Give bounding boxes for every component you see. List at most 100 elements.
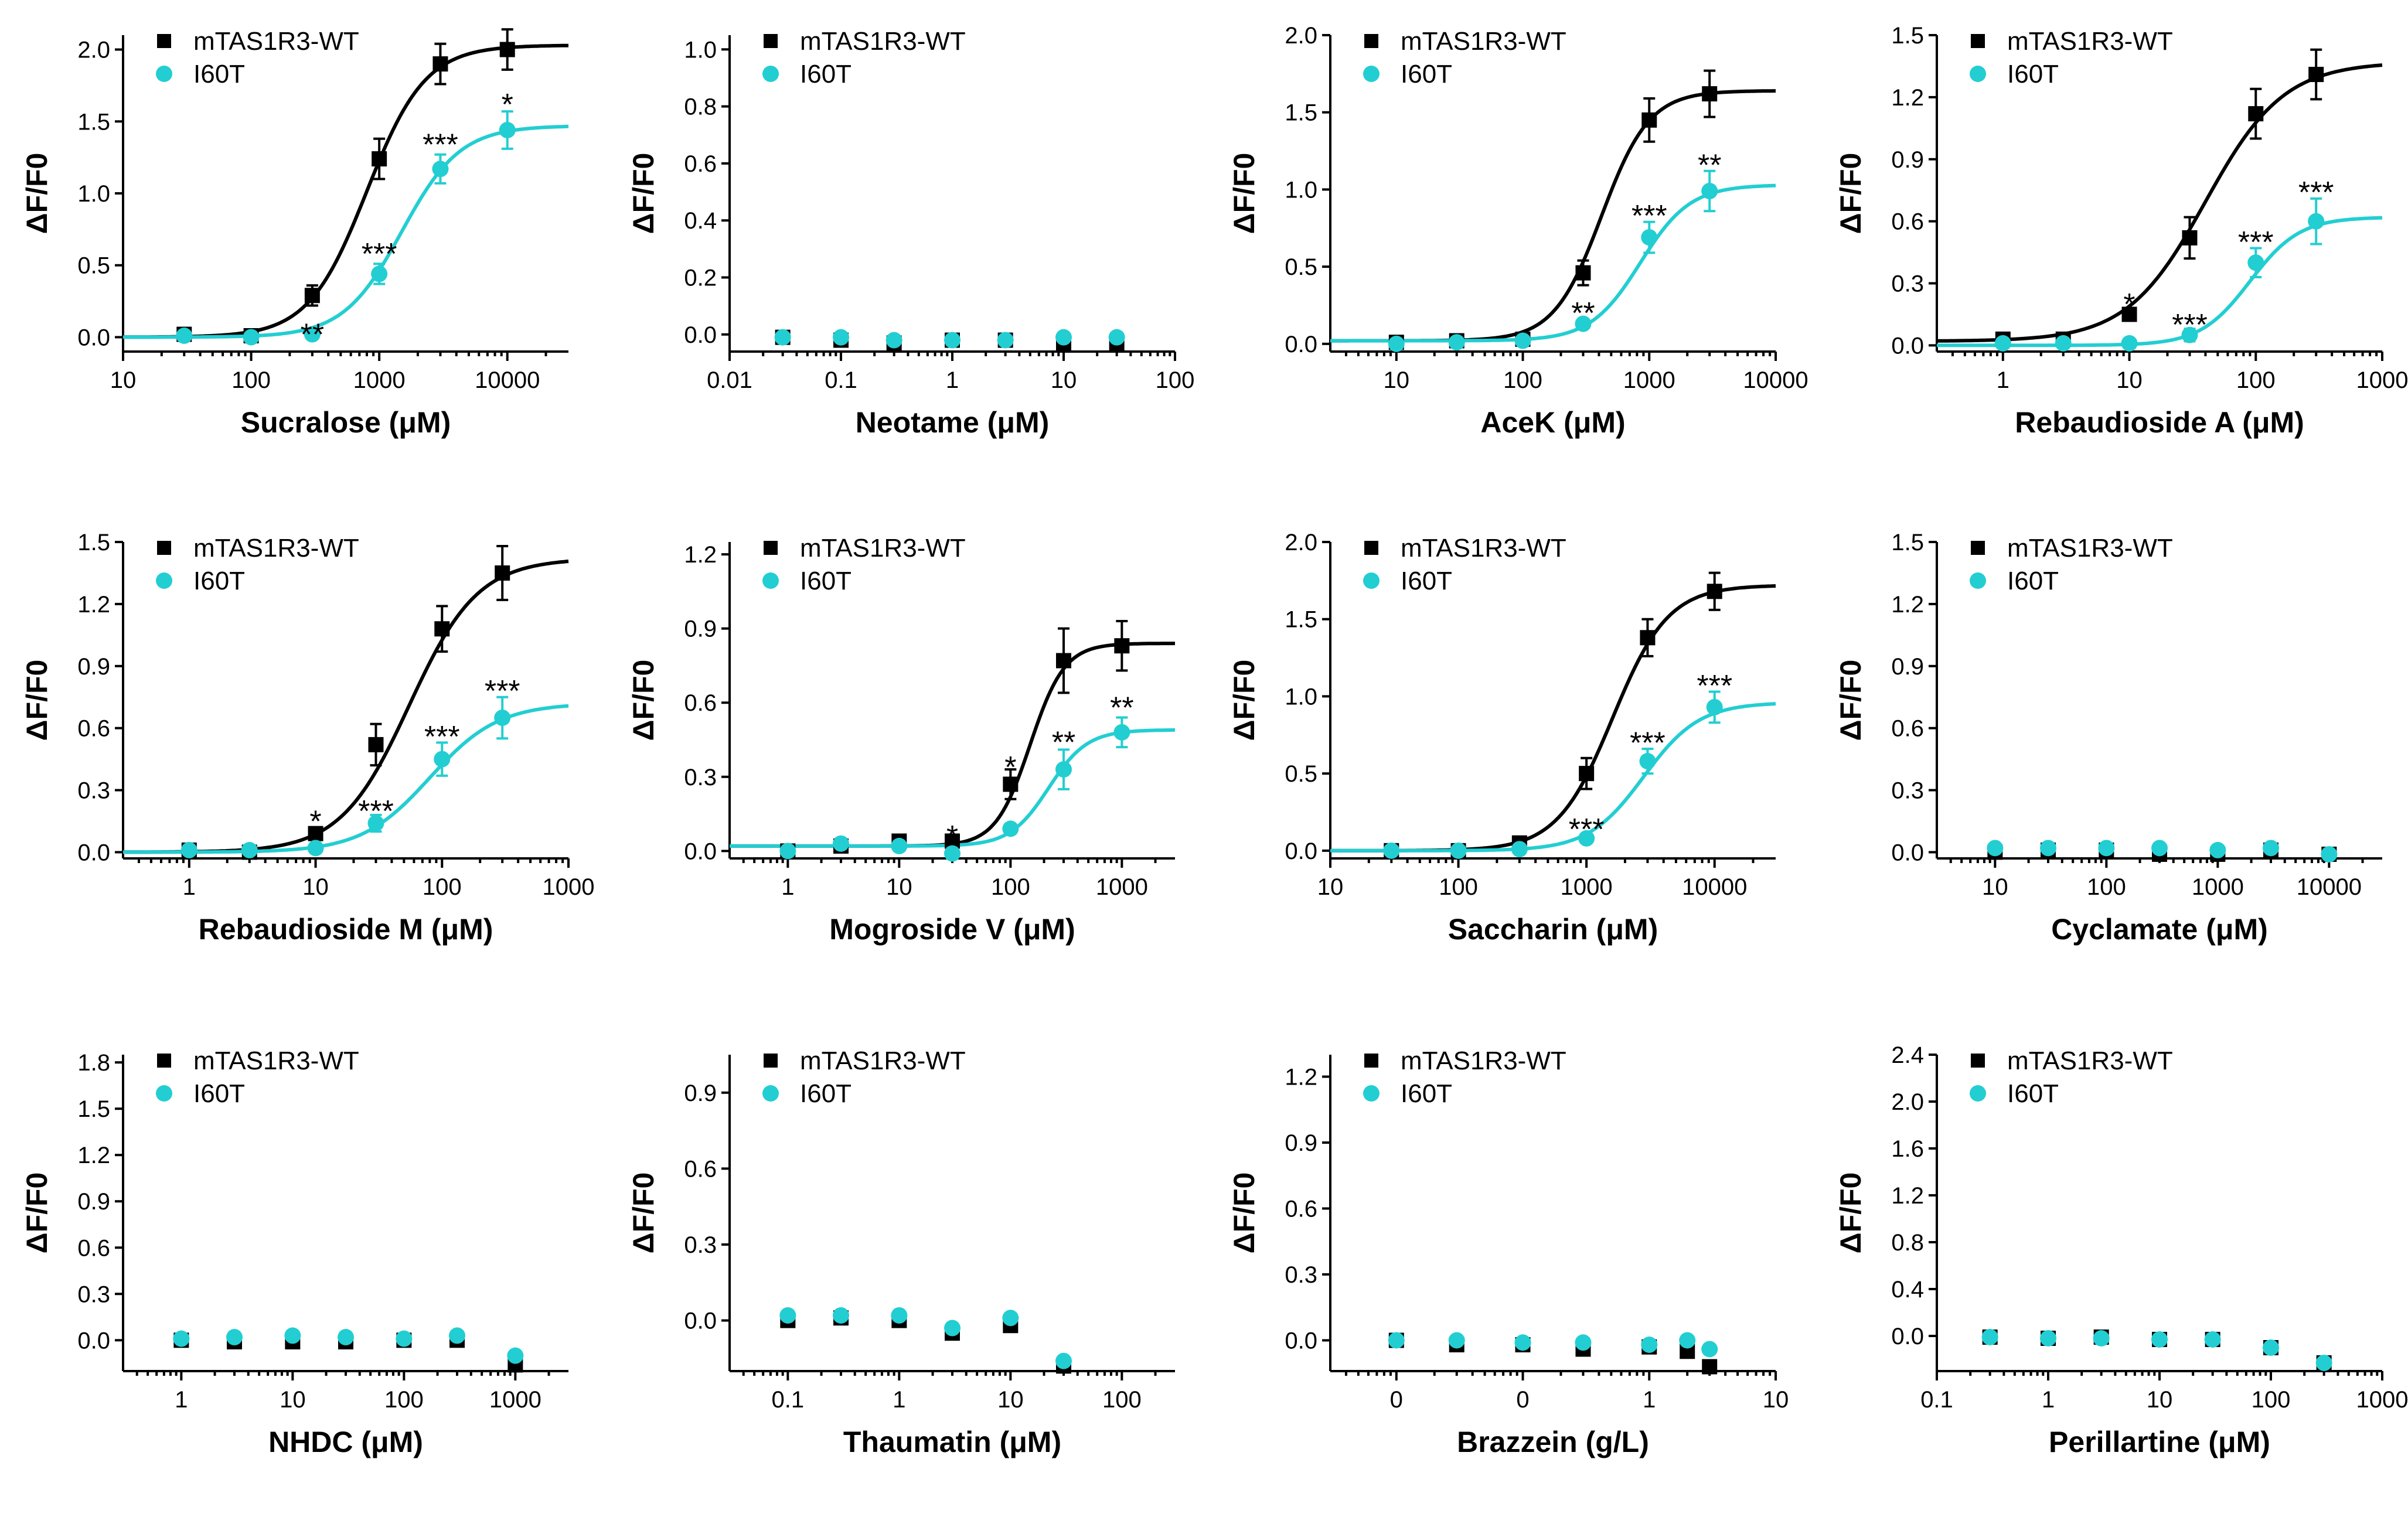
y-axis-title: ΔF/F0 [21, 1172, 53, 1254]
legend-label-wt: mTAS1R3-WT [1401, 27, 1566, 56]
data-point-i60t [944, 845, 961, 862]
legend-marker-wt [157, 34, 171, 48]
y-axis-title: ΔF/F0 [627, 660, 660, 741]
data-point-wt [1056, 653, 1071, 669]
y-tick-label: 0.6 [684, 690, 717, 716]
data-point-wt [2182, 230, 2198, 246]
significance-label: * [502, 88, 513, 122]
data-point-i60t [371, 265, 388, 282]
data-point-wt [1640, 630, 1656, 646]
y-tick-label: 0.0 [1891, 840, 1924, 865]
data-point-i60t [1987, 840, 2004, 857]
data-point-i60t [2263, 840, 2279, 857]
data-point-i60t [304, 326, 321, 343]
significance-label: * [309, 804, 321, 838]
data-point-i60t [1055, 1352, 1072, 1369]
x-tick-label: 100 [1156, 367, 1195, 393]
y-tick-label: 0.0 [1285, 332, 1317, 357]
y-tick-label: 0.6 [684, 151, 717, 177]
y-tick-label: 1.5 [1891, 23, 1924, 49]
fit-curve-wt [1330, 89, 1776, 343]
data-point-wt [495, 565, 510, 581]
x-tick-label: 10 [2147, 1387, 2173, 1413]
significance-label: * [946, 820, 958, 854]
y-tick-label: 0.5 [1285, 761, 1317, 787]
legend-marker-i60t [762, 66, 779, 82]
y-axis-title: ΔF/F0 [21, 153, 53, 234]
data-point-wt [1702, 86, 1718, 102]
y-tick-label: 0.0 [684, 1308, 717, 1334]
legend-marker-i60t [762, 1085, 779, 1102]
x-tick-label: 1 [2042, 1387, 2055, 1413]
significance-label: *** [2298, 176, 2334, 210]
data-point-wt [1641, 112, 1657, 128]
legend-marker-i60t [156, 1085, 172, 1102]
chart-panel-4: 0.0 0.3 0.6 0.9 1.2 1.5 1 10 100 1000 Rebaudioside… [1834, 23, 2408, 439]
data-point-i60t [243, 329, 260, 346]
fit-curve-wt [1937, 63, 2383, 343]
legend-label-i60t: I60T [2007, 1079, 2059, 1108]
x-tick-label: 1000 [489, 1387, 541, 1413]
y-tick-label: 0.9 [1891, 654, 1924, 680]
y-tick-label: 0.3 [684, 1232, 717, 1258]
legend: mTAS1R3-WT I60T [762, 27, 966, 88]
data-point-i60t [1108, 329, 1125, 346]
legend-label-i60t: I60T [800, 1079, 852, 1108]
data-point-i60t [891, 1307, 908, 1324]
significance-label: *** [423, 128, 458, 162]
x-tick-label: 10 [110, 367, 137, 393]
fit-curve-i60t [1330, 702, 1776, 853]
data-point-i60t [499, 122, 516, 138]
y-tick-label: 0.3 [1285, 1262, 1317, 1288]
y-tick-label: 0.0 [684, 322, 717, 348]
y-tick-label: 1.6 [1891, 1136, 1924, 1162]
significance-label: ** [1698, 148, 1721, 182]
data-point-i60t [1701, 1341, 1718, 1358]
legend-marker-i60t [1363, 572, 1380, 589]
y-axis-title: ΔF/F0 [627, 1172, 660, 1254]
data-point-i60t [944, 332, 961, 349]
y-axis-title: ΔF/F0 [21, 660, 53, 741]
legend-label-i60t: I60T [1401, 60, 1452, 88]
legend-label-i60t: I60T [1401, 1079, 1452, 1108]
y-tick-label: 1.2 [77, 592, 110, 618]
data-point-i60t [2209, 841, 2226, 858]
y-tick-label: 2.0 [77, 38, 110, 63]
data-point-i60t [2263, 1339, 2279, 1356]
y-tick-label: 0.5 [1285, 254, 1317, 280]
legend-marker-wt [764, 34, 778, 48]
x-tick-label: 100 [1439, 874, 1478, 900]
y-tick-label: 0.9 [684, 616, 717, 642]
x-tick-label: 10 [997, 1387, 1024, 1413]
data-point-i60t [284, 1327, 301, 1344]
y-tick-label: 0.0 [1891, 1324, 1924, 1349]
legend-label-wt: mTAS1R3-WT [2007, 534, 2173, 563]
legend-label-wt: mTAS1R3-WT [193, 1046, 359, 1075]
legend-label-i60t: I60T [800, 567, 852, 595]
fit-curve-i60t [123, 704, 569, 854]
x-tick-label: 0.1 [825, 367, 857, 393]
legend-marker-wt [157, 541, 171, 555]
y-tick-label: 0.6 [1285, 1196, 1317, 1222]
x-tick-label: 1 [781, 874, 794, 900]
x-axis-title: Thaumatin (μM) [843, 1426, 1061, 1458]
y-tick-label: 1.2 [684, 542, 717, 568]
legend-label-i60t: I60T [193, 567, 245, 595]
significance-label: ** [1571, 296, 1595, 330]
significance-label: * [2123, 288, 2135, 322]
data-point-i60t [2040, 840, 2056, 857]
y-tick-label: 1.5 [77, 530, 110, 555]
x-tick-label: 10 [1982, 874, 2008, 900]
data-point-wt [1702, 1359, 1718, 1375]
y-tick-label: 0.6 [1891, 209, 1924, 235]
legend-label-i60t: I60T [2007, 60, 2059, 88]
data-point-i60t [1641, 1337, 1658, 1353]
data-point-i60t [833, 835, 849, 852]
y-axis-title: ΔF/F0 [1834, 153, 1867, 234]
y-tick-label: 0.2 [684, 265, 717, 291]
x-tick-label: 10 [280, 1387, 306, 1413]
y-tick-label: 0.3 [77, 1281, 110, 1307]
data-point-i60t [1002, 1310, 1019, 1327]
significance-label: ** [1110, 691, 1133, 725]
y-tick-label: 0.3 [1891, 778, 1924, 804]
